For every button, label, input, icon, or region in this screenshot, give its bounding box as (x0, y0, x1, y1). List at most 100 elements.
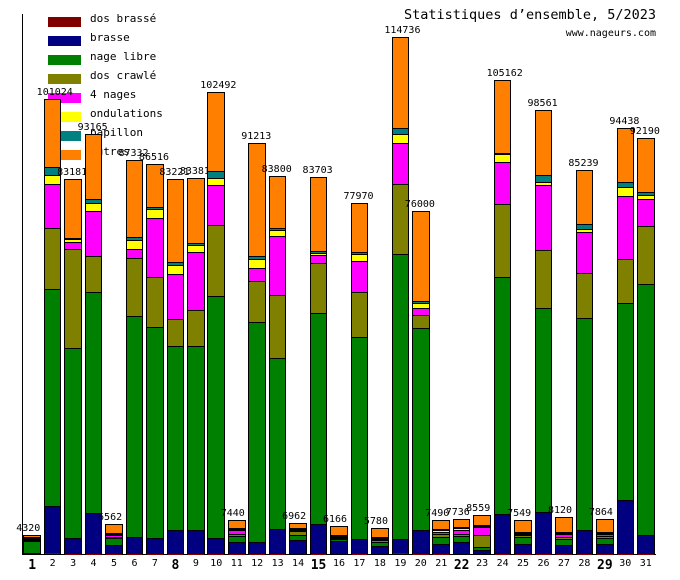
bar-total-label-7: 86516 (138, 151, 170, 163)
bar-segment-autres (412, 211, 430, 301)
bar-day-2[interactable] (43, 98, 62, 554)
bar-total-label-21: 7490 (425, 508, 450, 520)
x-tick-31: 31 (639, 558, 652, 569)
y-axis-line (22, 14, 23, 555)
bar-segment-4-nages (64, 242, 82, 249)
bar-day-31[interactable] (636, 138, 655, 554)
legend-label-quatre_nages: 4 nages (90, 88, 137, 101)
bar-segment-ondulations (575, 229, 594, 233)
bar-segment-nage-libre (166, 345, 185, 531)
bar-day-18[interactable] (371, 527, 389, 554)
bar-day-26[interactable] (534, 109, 553, 554)
bar-segment-autres (289, 522, 307, 529)
bar-segment-papillon (452, 527, 471, 529)
bar-day-14[interactable] (289, 522, 307, 554)
bar-day-23[interactable] (473, 515, 491, 554)
bar-segment-papillon (268, 227, 287, 231)
x-tick-16: 16 (332, 558, 345, 569)
bar-day-3[interactable] (64, 179, 82, 554)
legend-swatch-papillon (48, 131, 81, 141)
bar-day-24[interactable] (493, 79, 512, 554)
bar-day-11[interactable] (227, 520, 246, 554)
bar-segment-dos-crawlé (289, 531, 307, 535)
bar-day-30[interactable] (616, 128, 635, 554)
bar-day-6[interactable] (125, 160, 144, 554)
bar-segment-brasse (473, 550, 491, 554)
bar-day-15[interactable] (309, 176, 328, 554)
bar-segment-brasse (555, 545, 573, 554)
x-tick-1: 1 (28, 558, 37, 573)
bar-segment-4-nages (493, 162, 512, 205)
bar-day-10[interactable] (207, 92, 226, 554)
bar-total-label-26: 98561 (527, 97, 558, 109)
bar-segment-autres (596, 518, 614, 532)
bar-segment-papillon (391, 127, 410, 135)
bar-segment-nage-libre (452, 536, 471, 542)
bar-segment-4-nages (84, 211, 103, 257)
bar-day-17[interactable] (350, 202, 369, 554)
bar-segment-autres (350, 202, 369, 253)
bar-segment-dos-crawlé (616, 258, 635, 304)
bar-segment-ondulations (452, 528, 471, 530)
bar-day-25[interactable] (514, 519, 532, 554)
bar-segment-papillon (330, 534, 348, 536)
bar-segment-nage-libre (146, 326, 164, 539)
bar-total-label-30: 94438 (609, 116, 640, 128)
bar-segment-dos-crawlé (432, 534, 451, 538)
bar-segment-papillon (575, 223, 594, 230)
bar-segment-nage-libre (371, 541, 389, 546)
bar-segment-nage-libre (412, 328, 430, 530)
bar-day-12[interactable] (248, 142, 266, 554)
bar-segment-ondulations (432, 530, 451, 532)
bar-segment-ondulations (187, 245, 205, 253)
x-tick-20: 20 (414, 558, 427, 569)
legend-label-brasse: brasse (90, 31, 130, 44)
x-tick-5: 5 (111, 558, 118, 569)
bar-total-label-16: 6166 (323, 514, 348, 526)
bar-segment-brasse (207, 537, 226, 554)
bar-segment-nage-libre (391, 254, 410, 540)
bar-segment-dos-crawlé (555, 537, 573, 540)
bar-segment-dos-crawlé (309, 263, 328, 313)
bar-day-1[interactable] (23, 534, 41, 554)
legend-swatch-ondulations (48, 112, 81, 122)
bar-segment-papillon (146, 206, 164, 210)
bar-total-label-29: 7864 (588, 506, 613, 518)
bar-segment-papillon (534, 175, 553, 182)
bar-segment-4-nages (452, 529, 471, 534)
bar-day-28[interactable] (575, 169, 594, 554)
bar-day-20[interactable] (412, 211, 430, 554)
bar-day-27[interactable] (555, 517, 573, 554)
bar-segment-brasse (146, 538, 164, 554)
bar-day-5[interactable] (105, 524, 123, 554)
x-tick-18: 18 (373, 558, 386, 569)
bar-segment-brasse (84, 513, 103, 554)
bar-day-13[interactable] (268, 176, 287, 554)
bar-total-label-14: 6962 (282, 510, 307, 522)
bar-segment-4-nages (555, 533, 573, 538)
bar-segment-4-nages (166, 273, 185, 319)
bar-day-19[interactable] (391, 36, 410, 554)
bar-segment-dos-crawlé (514, 535, 532, 538)
bar-day-7[interactable] (146, 164, 164, 554)
bar-segment-nage-libre (309, 312, 328, 524)
bar-day-9[interactable] (187, 178, 205, 554)
bar-day-4[interactable] (84, 134, 103, 554)
bar-segment-dos-crawlé (473, 534, 491, 548)
bar-segment-brasse (309, 523, 328, 554)
bar-day-16[interactable] (330, 526, 348, 554)
bar-segment-4-nages (207, 185, 226, 225)
bar-day-29[interactable] (596, 518, 614, 554)
bar-segment-autres (43, 98, 62, 168)
x-tick-2: 2 (49, 558, 56, 569)
bar-segment-dos-crawlé (330, 537, 348, 539)
bar-day-21[interactable] (432, 520, 451, 554)
bar-segment-brasse (493, 513, 512, 554)
bar-day-22[interactable] (452, 519, 471, 554)
bar-segment-autres (105, 524, 123, 533)
x-tick-19: 19 (394, 558, 407, 569)
bar-segment-dos-crawlé (268, 294, 287, 358)
bar-day-8[interactable] (166, 178, 185, 554)
x-tick-30: 30 (619, 558, 632, 569)
